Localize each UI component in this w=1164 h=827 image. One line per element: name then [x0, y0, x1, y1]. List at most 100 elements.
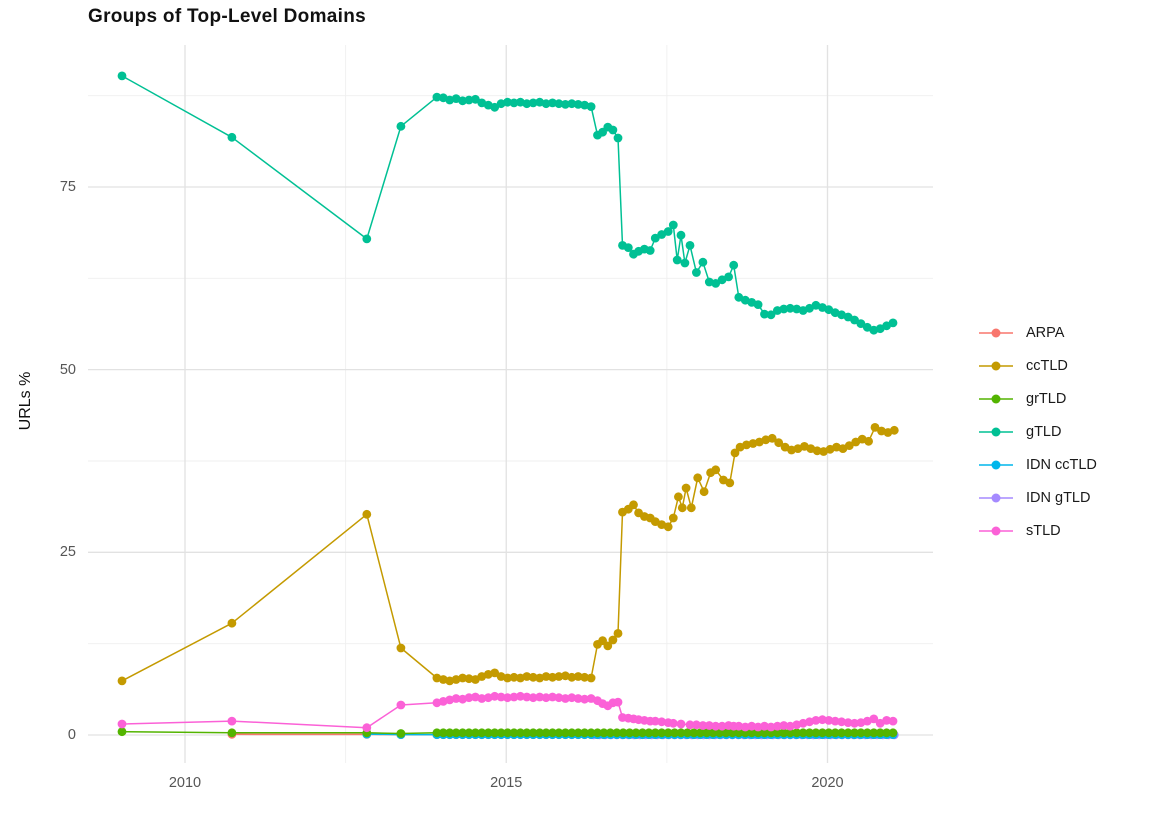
data-point-cctld	[464, 674, 474, 684]
data-point-grtld	[721, 728, 731, 738]
data-point-gtld	[888, 318, 898, 328]
data-point-grtld	[811, 728, 821, 738]
data-point-grtld	[605, 728, 615, 738]
data-point-stld	[496, 692, 506, 702]
data-point-grtld	[554, 728, 564, 738]
legend-item-idn-cctld: IDN ccTLD	[978, 448, 1097, 481]
data-point-stld	[117, 719, 127, 729]
data-point-grtld	[490, 728, 500, 738]
data-point-grtld	[734, 728, 744, 738]
data-point-gtld	[432, 92, 442, 102]
data-point-stld	[888, 716, 898, 726]
data-point-grtld	[702, 728, 712, 738]
data-point-gtld	[613, 133, 623, 143]
data-point-gtld	[623, 243, 633, 253]
data-point-grtld	[535, 728, 545, 738]
data-point-gtld	[753, 300, 763, 309]
data-point-gtld	[779, 304, 789, 314]
data-point-stld	[698, 721, 708, 730]
data-point-grtld	[683, 728, 692, 738]
data-point-gtld	[458, 96, 467, 106]
data-point-stld	[773, 721, 782, 731]
legend-item-gtld: gTLD	[978, 415, 1097, 448]
data-point-grtld	[477, 728, 487, 738]
data-point-stld	[676, 719, 686, 729]
data-point-cctld	[503, 673, 512, 683]
data-point-cctld	[812, 446, 822, 456]
data-point-cctld	[774, 438, 784, 448]
data-point-stld	[567, 693, 577, 703]
data-point-gtld	[692, 268, 701, 277]
x-tick-label: 2010	[168, 775, 202, 791]
data-point-stld	[535, 692, 545, 702]
data-point-gtld	[573, 100, 583, 109]
data-point-cctld	[586, 673, 596, 683]
y-tick-label: 0	[67, 727, 76, 743]
data-point-stld	[516, 691, 525, 701]
legend: ARPA ccTLD grTLD gTLD IDN ccTLD IDN gTLD…	[978, 316, 1097, 547]
data-point-grtld	[516, 728, 525, 738]
data-point-stld	[451, 694, 461, 703]
data-point-stld	[717, 721, 727, 731]
data-point-cctld	[699, 487, 709, 497]
data-point-cctld	[674, 492, 683, 502]
data-point-cctld	[725, 478, 735, 488]
data-point-cctld	[711, 465, 721, 475]
data-point-grtld	[599, 728, 609, 738]
data-point-stld	[657, 717, 667, 727]
data-point-stld	[837, 717, 846, 727]
data-point-stld	[668, 718, 678, 728]
data-point-gtld	[663, 227, 673, 236]
data-point-cctld	[693, 473, 703, 483]
data-point-gtld	[227, 132, 237, 142]
data-point-gtld	[856, 319, 866, 328]
data-point-grtld	[227, 728, 237, 738]
data-point-cctld	[681, 483, 691, 493]
data-point-grtld	[760, 728, 769, 738]
data-point-cctld	[889, 425, 899, 435]
series-grtld	[117, 727, 898, 738]
data-point-cctld	[663, 522, 673, 532]
data-point-cctld	[844, 441, 854, 450]
data-point-grtld	[888, 728, 898, 738]
data-point-stld	[685, 720, 695, 730]
data-point-gtld	[541, 99, 551, 109]
y-tick-label: 75	[59, 178, 76, 195]
y-axis-title: URLs %	[17, 371, 34, 431]
data-point-stld	[843, 718, 853, 727]
data-point-grtld	[785, 728, 795, 738]
data-point-grtld	[580, 728, 589, 738]
data-point-stld	[580, 694, 589, 704]
data-point-grtld	[830, 728, 840, 738]
data-point-stld	[753, 722, 763, 732]
data-point-stld	[613, 697, 623, 707]
data-point-gtld	[698, 257, 708, 267]
legend-key-icon	[979, 427, 1013, 436]
data-point-gtld	[528, 98, 538, 108]
data-point-cctld	[573, 672, 583, 681]
data-point-cctld	[554, 672, 564, 681]
data-point-stld	[830, 716, 840, 726]
data-point-cctld	[396, 643, 406, 653]
data-point-stld	[704, 721, 714, 730]
data-point-cctld	[686, 503, 696, 513]
legend-key-icon	[979, 361, 1013, 370]
data-point-cctld	[458, 673, 467, 683]
data-point-stld	[760, 721, 769, 731]
data-point-stld	[850, 718, 859, 728]
data-point-grtld	[522, 728, 532, 738]
data-point-gtld	[760, 309, 769, 319]
data-point-grtld	[496, 728, 506, 738]
data-point-stld	[711, 721, 721, 731]
data-point-gtld	[724, 272, 733, 282]
data-point-gtld	[503, 97, 512, 107]
data-point-cctld	[870, 423, 880, 432]
data-point-gtld	[567, 99, 577, 109]
data-point-grtld	[708, 728, 718, 738]
data-point-stld	[882, 716, 891, 725]
data-point-grtld	[689, 728, 699, 738]
data-point-stld	[528, 693, 538, 703]
legend-key-icon	[979, 460, 1013, 469]
data-point-gtld	[396, 121, 406, 131]
